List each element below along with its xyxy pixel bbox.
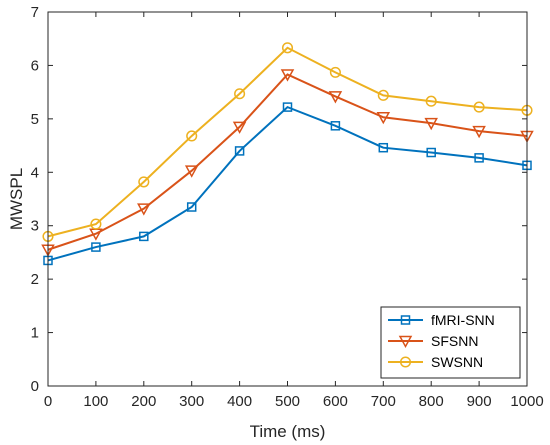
legend-marker [398,335,413,349]
data-point [426,147,436,158]
legend-item: SWSNN [388,354,483,370]
data-point [328,91,343,104]
data-point [378,142,389,153]
legend-marker [399,356,412,368]
data-point [473,101,485,113]
y-tick-label: 0 [31,378,39,395]
data-point [377,89,389,101]
legend-label: SFSNN [431,333,478,349]
data-point [282,102,293,112]
data-point [137,203,151,216]
series-line [47,73,528,251]
x-tick-label: 300 [179,393,204,410]
series-line [47,46,528,238]
legend-item: SFSNN [388,333,478,349]
axes-layer: 0 100 200 300 400 500 600 700 800 900 1000 0 1 2 3 4 5 6 7 [31,4,544,410]
data-point [281,42,294,54]
data-point [184,165,199,178]
x-tick-label: 0 [44,393,52,410]
data-point [474,153,484,163]
y-tick-label: 5 [31,111,39,128]
y-tick-label: 7 [31,4,39,21]
data-point [376,112,391,125]
y-tick-label: 6 [31,57,39,74]
data-point [234,88,246,100]
data-point [232,121,247,134]
legend: fMRI-SNN SFSNN SWSNN [380,306,521,379]
data-point [90,218,102,230]
x-tick-label: 800 [419,393,444,410]
data-point [472,125,486,139]
legend-label: SWSNN [431,354,483,370]
x-tick-label: 700 [371,393,396,410]
data-point [425,95,437,107]
x-tick-label: 1000 [510,393,543,410]
y-tick-label: 2 [31,271,39,288]
x-tick-label: 400 [227,393,252,410]
data-point [91,242,101,252]
y-axis-title: MWSPL [7,168,26,230]
y-tick-label: 3 [31,218,39,235]
legend-marker [400,315,411,325]
series-swsnn [42,42,533,242]
x-axis-title: Time (ms) [250,422,326,441]
data-point [186,130,198,142]
data-point [234,146,245,156]
data-point [424,117,438,131]
y-tick-label: 4 [31,164,39,181]
x-tick-label: 200 [131,393,156,410]
legend-label: fMRI-SNN [431,312,495,328]
data-point [330,121,341,131]
x-tick-label: 500 [275,393,300,410]
data-point [329,66,341,78]
x-tick-label: 900 [467,393,492,410]
series-fmri-snn [43,102,532,266]
data-point [280,69,295,82]
x-tick-label: 100 [83,393,108,410]
legend-item: fMRI-SNN [388,312,495,328]
x-tick-label: 600 [323,393,348,410]
data-point [186,202,197,212]
data-point [139,231,149,242]
data-point [138,176,150,188]
y-tick-label: 1 [31,325,39,342]
series-line [47,105,528,262]
